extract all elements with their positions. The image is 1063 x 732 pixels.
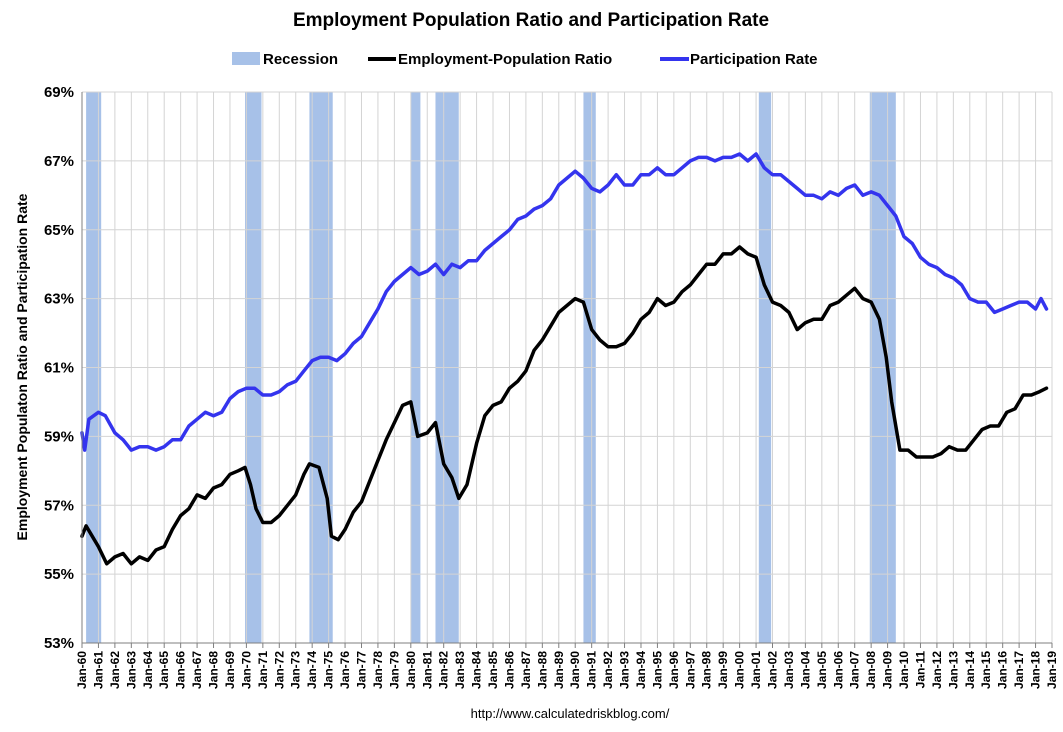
y-axis-label: Employment Populaton Ratio and Participa… (14, 193, 30, 540)
chart-title: Employment Population Ratio and Particip… (293, 10, 769, 31)
x-tick-label-15: Jan-75 (322, 651, 336, 689)
y-tick-label-3: 59% (44, 428, 74, 445)
y-tick-label-4: 61% (44, 360, 74, 377)
x-tick-label-49: Jan-09 (881, 651, 895, 689)
x-tick-labels: Jan-60 Jan-61 Jan-62 Jan-63 Jan-64 Jan-65 Jan-… (75, 651, 1059, 689)
x-tick-label-41: Jan-01 (749, 651, 763, 689)
x-tick-label-22: Jan-82 (437, 651, 451, 689)
x-tick-label-54: Jan-14 (963, 651, 977, 689)
x-tick-label-45: Jan-05 (815, 651, 829, 689)
x-tick-label-3: Jan-63 (124, 651, 138, 689)
y-tick-labels: 53% 55% 57% 59% 61% 63% 65% 67% 69% (44, 84, 74, 652)
y-tick-label-1: 55% (44, 566, 74, 583)
x-tick-label-40: Jan-00 (733, 651, 747, 689)
x-tick-label-36: Jan-96 (667, 651, 681, 689)
y-tick-label-0: 53% (44, 635, 74, 652)
x-tick-label-1: Jan-61 (91, 651, 105, 689)
x-tick-label-17: Jan-77 (355, 651, 369, 689)
x-tick-label-34: Jan-94 (634, 651, 648, 689)
x-tick-label-33: Jan-93 (618, 651, 632, 689)
x-tick-label-32: Jan-92 (601, 651, 615, 689)
x-tick-label-35: Jan-95 (650, 651, 664, 689)
x-tick-label-21: Jan-81 (420, 651, 434, 689)
x-tick-label-42: Jan-02 (766, 651, 780, 689)
series-line-0 (80, 245, 1049, 566)
x-tick-label-39: Jan-99 (716, 651, 730, 689)
x-tick-label-38: Jan-98 (700, 651, 714, 689)
x-tick-label-5: Jan-65 (157, 651, 171, 689)
x-tick-label-6: Jan-66 (174, 651, 188, 689)
x-tick-label-59: Jan-19 (1045, 651, 1059, 689)
x-tick-label-53: Jan-13 (946, 651, 960, 689)
x-tick-label-25: Jan-85 (486, 651, 500, 689)
legend-recession-swatch (232, 52, 260, 65)
series-line-1 (80, 152, 1049, 452)
x-tick-label-18: Jan-78 (371, 651, 385, 689)
axes (81, 92, 1053, 648)
x-tick-label-28: Jan-88 (535, 651, 549, 689)
x-tick-label-48: Jan-08 (864, 651, 878, 689)
x-tick-label-43: Jan-03 (782, 651, 796, 689)
x-tick-label-14: Jan-74 (305, 651, 319, 689)
x-tick-label-4: Jan-64 (141, 651, 155, 689)
x-tick-label-31: Jan-91 (585, 651, 599, 689)
x-tick-label-46: Jan-06 (831, 651, 845, 689)
x-tick-label-13: Jan-73 (289, 651, 303, 689)
x-tick-label-51: Jan-11 (914, 651, 928, 689)
legend-participation-label: Participation Rate (690, 51, 818, 68)
legend: Recession Employment-Population Ratio Pa… (232, 51, 818, 68)
x-tick-label-10: Jan-70 (239, 651, 253, 689)
legend-recession-label: Recession (263, 51, 338, 68)
x-tick-label-8: Jan-68 (207, 651, 221, 689)
x-tick-label-47: Jan-07 (848, 651, 862, 689)
x-tick-label-23: Jan-83 (453, 651, 467, 689)
x-tick-label-56: Jan-16 (996, 651, 1010, 689)
x-tick-label-11: Jan-71 (256, 651, 270, 689)
source-url: http://www.calculatedriskblog.com/ (471, 706, 670, 721)
y-tick-label-7: 67% (44, 153, 74, 170)
gridlines (81, 91, 1053, 644)
x-tick-label-27: Jan-87 (519, 651, 533, 689)
x-tick-label-58: Jan-18 (1029, 651, 1043, 689)
x-tick-label-0: Jan-60 (75, 651, 89, 689)
x-tick-label-30: Jan-90 (568, 651, 582, 689)
x-tick-label-50: Jan-10 (897, 651, 911, 689)
x-tick-label-52: Jan-12 (930, 651, 944, 689)
x-tick-label-20: Jan-80 (404, 651, 418, 689)
y-tick-label-5: 63% (44, 291, 74, 308)
x-tick-label-12: Jan-72 (272, 651, 286, 689)
x-tick-label-57: Jan-17 (1012, 651, 1026, 689)
x-tick-label-26: Jan-86 (503, 651, 517, 689)
legend-epop-label: Employment-Population Ratio (398, 51, 612, 68)
y-tick-label-2: 57% (44, 497, 74, 514)
x-tick-label-19: Jan-79 (387, 651, 401, 689)
x-tick-label-7: Jan-67 (190, 651, 204, 689)
y-tick-label-6: 65% (44, 222, 74, 239)
x-tick-label-37: Jan-97 (683, 651, 697, 689)
x-tick-label-55: Jan-15 (979, 651, 993, 689)
series-lines (80, 152, 1049, 566)
y-tick-label-8: 69% (44, 84, 74, 101)
x-tick-label-44: Jan-04 (798, 651, 812, 689)
x-tick-label-9: Jan-69 (223, 651, 237, 689)
x-tick-label-16: Jan-76 (338, 651, 352, 689)
x-tick-label-29: Jan-89 (552, 651, 566, 689)
x-tick-label-24: Jan-84 (470, 651, 484, 689)
x-tick-label-2: Jan-62 (108, 651, 122, 689)
